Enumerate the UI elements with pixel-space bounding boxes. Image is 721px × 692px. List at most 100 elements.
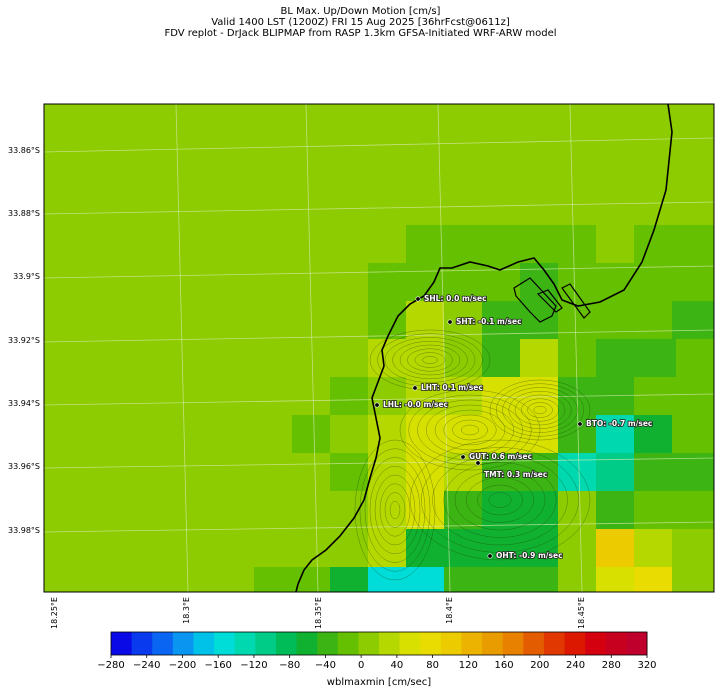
latitude-tick-label: 33.98°S — [8, 526, 40, 535]
latitude-tick-label: 33.94°S — [8, 399, 40, 408]
contour-line — [414, 352, 446, 368]
latitude-tick-label: 33.86°S — [8, 146, 40, 155]
grid-cell — [406, 225, 596, 263]
grid-cell — [406, 301, 444, 339]
graticule-parallel — [44, 137, 714, 153]
colorbar-tick-label: 280 — [602, 660, 621, 671]
grid-cell — [596, 453, 634, 491]
grid-cell — [368, 415, 406, 453]
grid-cell — [330, 453, 368, 491]
grid-cell — [482, 339, 520, 377]
colorbar-swatch — [296, 632, 318, 655]
grid-cell — [444, 491, 482, 529]
grid-cell — [368, 339, 406, 377]
grid-cell — [406, 377, 482, 415]
colorbar-swatch — [317, 632, 339, 655]
grid-cell — [482, 491, 558, 529]
latitude-tick-label: 33.92°S — [8, 336, 40, 345]
station-label-lhl: LHL: -0.0 m/sec — [383, 400, 448, 409]
grid-cell — [330, 377, 368, 415]
grid-cell — [634, 415, 672, 453]
graticule-meridian — [175, 104, 189, 592]
colorbar-swatch — [234, 632, 256, 655]
contour-line — [399, 389, 541, 471]
longitude-tick-label: 18.35°E — [314, 597, 323, 629]
contour-line — [369, 466, 421, 554]
grid-cell — [672, 415, 714, 453]
colorbar: −280 −240 −200 −160 −120 −80 −40 0 40 80 120 160 200… — [97, 631, 657, 671]
colorbar-frame — [110, 631, 648, 656]
longitude-tick-label: 18.25°E — [50, 597, 59, 629]
colorbar-tick-label: −280 — [97, 660, 124, 671]
contour-line — [399, 344, 461, 376]
station-label-oht: OHT: -0.9 m/sec — [496, 551, 563, 560]
colorbar-swatch — [358, 632, 380, 655]
grid-cell — [330, 491, 368, 529]
contour-line — [443, 462, 557, 538]
colorbar-tick-label: −40 — [315, 660, 336, 671]
grid-cell — [558, 263, 714, 301]
colorbar-swatch — [214, 632, 236, 655]
grid-cell — [596, 491, 634, 529]
station-dot-tmt — [475, 460, 481, 466]
station-dot-bto — [577, 421, 583, 427]
grid-cell — [672, 301, 714, 339]
colorbar-swatch — [543, 632, 566, 655]
contour-line — [521, 398, 559, 422]
station-markers: SHL: 0.0 m/sec SHT: -0.1 m/sec LHT: 0.1 m/… — [374, 293, 653, 561]
station-label-shl: SHL: 0.0 m/sec — [424, 294, 487, 303]
colorbar-swatch — [461, 632, 483, 655]
colorbar-swatch — [482, 632, 504, 655]
contour-line — [514, 394, 566, 426]
station-label-tmt: TMT: 0.3 m/sec — [484, 470, 547, 479]
grid-cell — [676, 339, 714, 377]
grid-cell — [292, 415, 330, 453]
contour-line — [432, 454, 568, 546]
colorbar-tick-label: −120 — [240, 660, 267, 671]
contour-line — [354, 439, 436, 581]
contour-line — [496, 383, 584, 437]
colorbar-swatch — [585, 632, 607, 655]
chart-title-line-1: BL Max. Up/Down Motion [cm/s] — [280, 6, 441, 17]
contour-line — [408, 394, 532, 466]
contour-line — [466, 477, 534, 523]
grid-cell — [596, 567, 634, 592]
colorbar-swatch — [172, 632, 194, 655]
colorbar-tick-label: 0 — [358, 660, 364, 671]
longitude-tick-label: 18.45°E — [577, 597, 586, 629]
colorbar-tick-label: 160 — [495, 660, 514, 671]
grid-cell — [596, 415, 634, 453]
contour-line — [379, 483, 411, 537]
colorbar-swatch — [420, 632, 442, 655]
colorbar-swatch — [564, 632, 586, 655]
grid-cell — [330, 529, 368, 567]
grid-cell — [596, 225, 634, 263]
grid-cell — [482, 529, 558, 567]
station-dot-shl — [415, 296, 421, 302]
graticule-parallel — [44, 393, 714, 406]
station-label-sht: SHT: -0.1 m/sec — [456, 317, 522, 326]
contour-line — [454, 469, 546, 531]
grid-cell — [558, 529, 596, 567]
contour-line — [477, 484, 523, 516]
grid-cell — [558, 453, 596, 491]
graticule-parallel — [44, 201, 714, 215]
colorbar-swatch — [193, 632, 215, 655]
grid-cell — [482, 453, 558, 491]
contour-line — [407, 348, 453, 372]
colorbar-swatch — [440, 632, 462, 655]
grid-cell — [482, 567, 558, 592]
grid-cell — [444, 339, 482, 377]
grid-cell — [368, 491, 406, 529]
grid-cell — [634, 225, 714, 263]
latitude-tick-label: 33.9°S — [13, 272, 40, 281]
graticule-parallel — [44, 521, 714, 533]
grid-cell — [634, 377, 714, 415]
latitude-tick-label: 33.88°S — [8, 209, 40, 218]
longitude-tick-label: 18.3°E — [182, 597, 191, 624]
station-dot-sht — [447, 319, 453, 325]
contour-line — [489, 379, 591, 441]
value-grid — [254, 225, 714, 592]
grid-cell — [596, 529, 634, 567]
